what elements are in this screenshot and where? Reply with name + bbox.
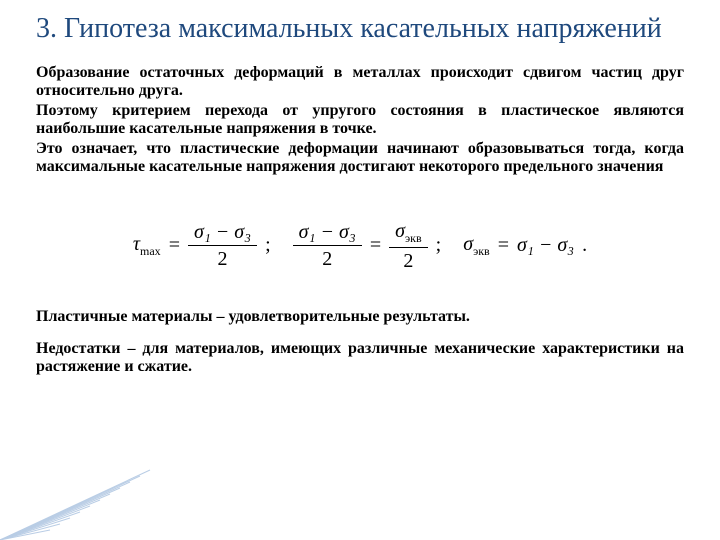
equals-sign: = (498, 234, 509, 257)
equals-sign: = (370, 234, 381, 257)
body-paragraph-3: Это означает, что пластические деформаци… (36, 140, 684, 176)
slide: 3. Гипотеза максимальных касательных нап… (0, 0, 720, 540)
equals-sign: = (169, 234, 180, 257)
formula-2: σ₁ − σ₃ 2 = σэкв 2 ; (293, 220, 442, 272)
formula-row: τmax = σ₁ − σ₃ 2 ; σ₁ − σ₃ 2 = σэкв 2 ; (36, 220, 684, 272)
body-paragraph-2: Поэтому критерием перехода от упругого с… (36, 102, 684, 138)
bottom-paragraph-1: Пластичные материалы – удовлетворительны… (36, 308, 684, 326)
formula-1-lhs: τmax (133, 233, 161, 259)
period: . (582, 234, 587, 257)
formula-3-lhs: σэкв (463, 233, 490, 259)
body-text: Образование остаточных деформаций в мета… (36, 64, 684, 176)
semicolon: ; (265, 234, 271, 257)
slide-title: 3. Гипотеза максимальных касательных нап… (36, 12, 684, 46)
formula-1-fraction: σ₁ − σ₃ 2 (188, 221, 257, 270)
bottom-text: Пластичные материалы – удовлетворительны… (36, 308, 684, 376)
semicolon: ; (436, 234, 442, 257)
formula-2-rhs-fraction: σэкв 2 (389, 220, 428, 272)
corner-lines-decor (0, 450, 160, 540)
formula-2-lhs-fraction: σ₁ − σ₃ 2 (293, 221, 362, 270)
formula-3-rhs: σ₁ − σ₃ (517, 234, 574, 257)
body-paragraph-1: Образование остаточных деформаций в мета… (36, 64, 684, 100)
formula-1: τmax = σ₁ − σ₃ 2 ; (133, 221, 271, 270)
formula-3: σэкв = σ₁ − σ₃ . (463, 233, 587, 259)
bottom-paragraph-2: Недостатки – для материалов, имеющих раз… (36, 340, 684, 376)
